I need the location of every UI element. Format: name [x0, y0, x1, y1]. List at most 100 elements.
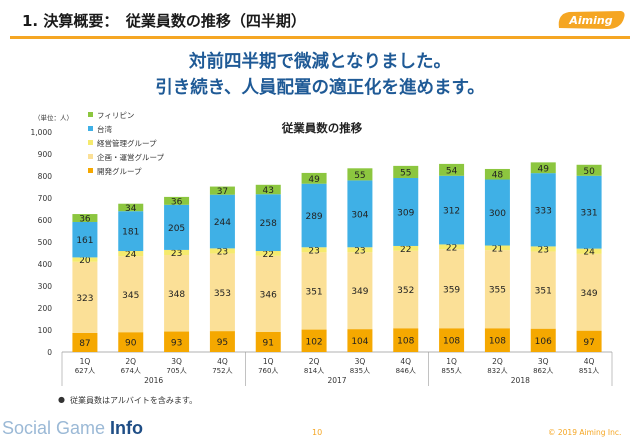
data-label: 300 — [489, 209, 506, 219]
bar-segment — [484, 168, 510, 180]
data-label: 323 — [76, 294, 93, 304]
data-label: 55 — [354, 171, 365, 181]
bar-segment — [209, 194, 235, 249]
bar-segment — [164, 196, 190, 205]
total-label: 832人 — [487, 367, 507, 375]
data-label: 312 — [443, 207, 460, 217]
x-tick-label: 2Q — [125, 357, 136, 366]
legend-swatch — [88, 168, 93, 173]
data-label: 48 — [492, 171, 504, 181]
total-label: 705人 — [166, 367, 186, 375]
bar-segment — [576, 253, 602, 331]
data-label: 108 — [489, 337, 506, 347]
data-label: 24 — [583, 248, 595, 258]
data-label: 34 — [125, 204, 137, 214]
bar-segment — [576, 248, 602, 254]
y-tick-label: 700 — [38, 194, 53, 203]
x-tick-label: 1Q — [80, 357, 91, 366]
data-label: 161 — [76, 236, 93, 246]
year-label: 2016 — [144, 376, 163, 385]
bar-segment — [393, 250, 419, 329]
bar-segment — [576, 330, 602, 352]
bar-segment — [255, 251, 281, 256]
bar-segment — [255, 194, 281, 252]
bar-segment — [347, 168, 373, 181]
data-label: 345 — [122, 291, 139, 301]
x-tick-label: 4Q — [217, 357, 228, 366]
bar-segment — [347, 180, 373, 248]
data-label: 348 — [168, 290, 185, 300]
bar-segment — [530, 246, 556, 252]
headline-line2: 引き続き、人員配置の適正化を進めます。 — [155, 78, 485, 98]
bar-segment — [301, 252, 327, 330]
bar-segment — [72, 257, 98, 262]
x-tick-label: 4Q — [584, 357, 595, 366]
total-label: 814人 — [304, 367, 324, 375]
data-label: 21 — [492, 244, 503, 254]
total-label: 855人 — [441, 367, 461, 375]
data-label: 104 — [351, 337, 368, 347]
bar-segment — [439, 249, 465, 329]
legend-label: 開発グループ — [97, 166, 142, 176]
bar-segment — [72, 214, 98, 222]
bar-segment — [164, 204, 190, 250]
total-label: 862人 — [533, 367, 553, 375]
bar-segment — [393, 328, 419, 352]
bar-segment — [393, 245, 419, 251]
data-label: 331 — [580, 209, 597, 219]
x-tick-label: 3Q — [171, 357, 182, 366]
bar-segment — [255, 255, 281, 332]
bar-segment — [164, 331, 190, 352]
total-label: 752人 — [212, 367, 232, 375]
data-label: 36 — [79, 215, 91, 225]
data-label: 359 — [443, 285, 460, 295]
data-label: 91 — [263, 338, 274, 348]
legend-label: 企画・運営グループ — [97, 152, 165, 162]
bar-segment — [484, 179, 510, 246]
data-label: 258 — [260, 219, 277, 229]
y-tick-label: 300 — [38, 282, 53, 291]
legend-swatch — [88, 126, 93, 131]
data-label: 54 — [446, 166, 458, 176]
watermark: Social Game Info — [2, 418, 143, 439]
data-label: 309 — [397, 208, 414, 218]
bar-segment — [439, 328, 465, 352]
total-label: 851人 — [579, 367, 599, 375]
bar-segment — [72, 261, 98, 333]
data-label: 22 — [263, 250, 274, 260]
legend-swatch — [88, 140, 93, 145]
y-tick-label: 0 — [47, 348, 52, 357]
y-tick-label: 400 — [38, 260, 53, 269]
page-number: 10 — [312, 428, 323, 437]
x-tick-label: 2Q — [492, 357, 503, 366]
y-tick-label: 500 — [38, 238, 53, 247]
bar-segment — [118, 332, 144, 352]
footnote-bullet: ● — [58, 395, 65, 404]
data-label: 20 — [79, 256, 91, 266]
year-label: 2017 — [327, 376, 346, 385]
header-underline — [10, 36, 630, 39]
data-label: 244 — [214, 218, 231, 228]
bar-segment — [209, 186, 235, 195]
legend-label: 台湾 — [97, 124, 112, 134]
watermark-text-a: Social Game — [2, 418, 111, 438]
slide-header: 1. 決算概要： 従業員数の推移（四半期） Aiming — [0, 0, 640, 40]
data-label: 90 — [125, 339, 137, 349]
bar-segment — [439, 163, 465, 176]
headline-line1: 対前四半期で微減となりました。 — [189, 52, 451, 72]
bar-segment — [255, 331, 281, 352]
bar-segment — [255, 184, 281, 195]
total-label: 846人 — [396, 367, 416, 375]
data-label: 349 — [351, 287, 368, 297]
data-label: 289 — [305, 212, 322, 222]
bar-segment — [347, 252, 373, 330]
data-label: 304 — [351, 210, 368, 220]
data-label: 333 — [535, 206, 552, 216]
bar-segment — [484, 328, 510, 352]
bar-segment — [164, 254, 190, 332]
bar-segment — [347, 329, 373, 352]
bar-segment — [484, 245, 510, 251]
data-label: 87 — [79, 339, 90, 349]
bar-segment — [439, 244, 465, 250]
data-label: 108 — [397, 337, 414, 347]
